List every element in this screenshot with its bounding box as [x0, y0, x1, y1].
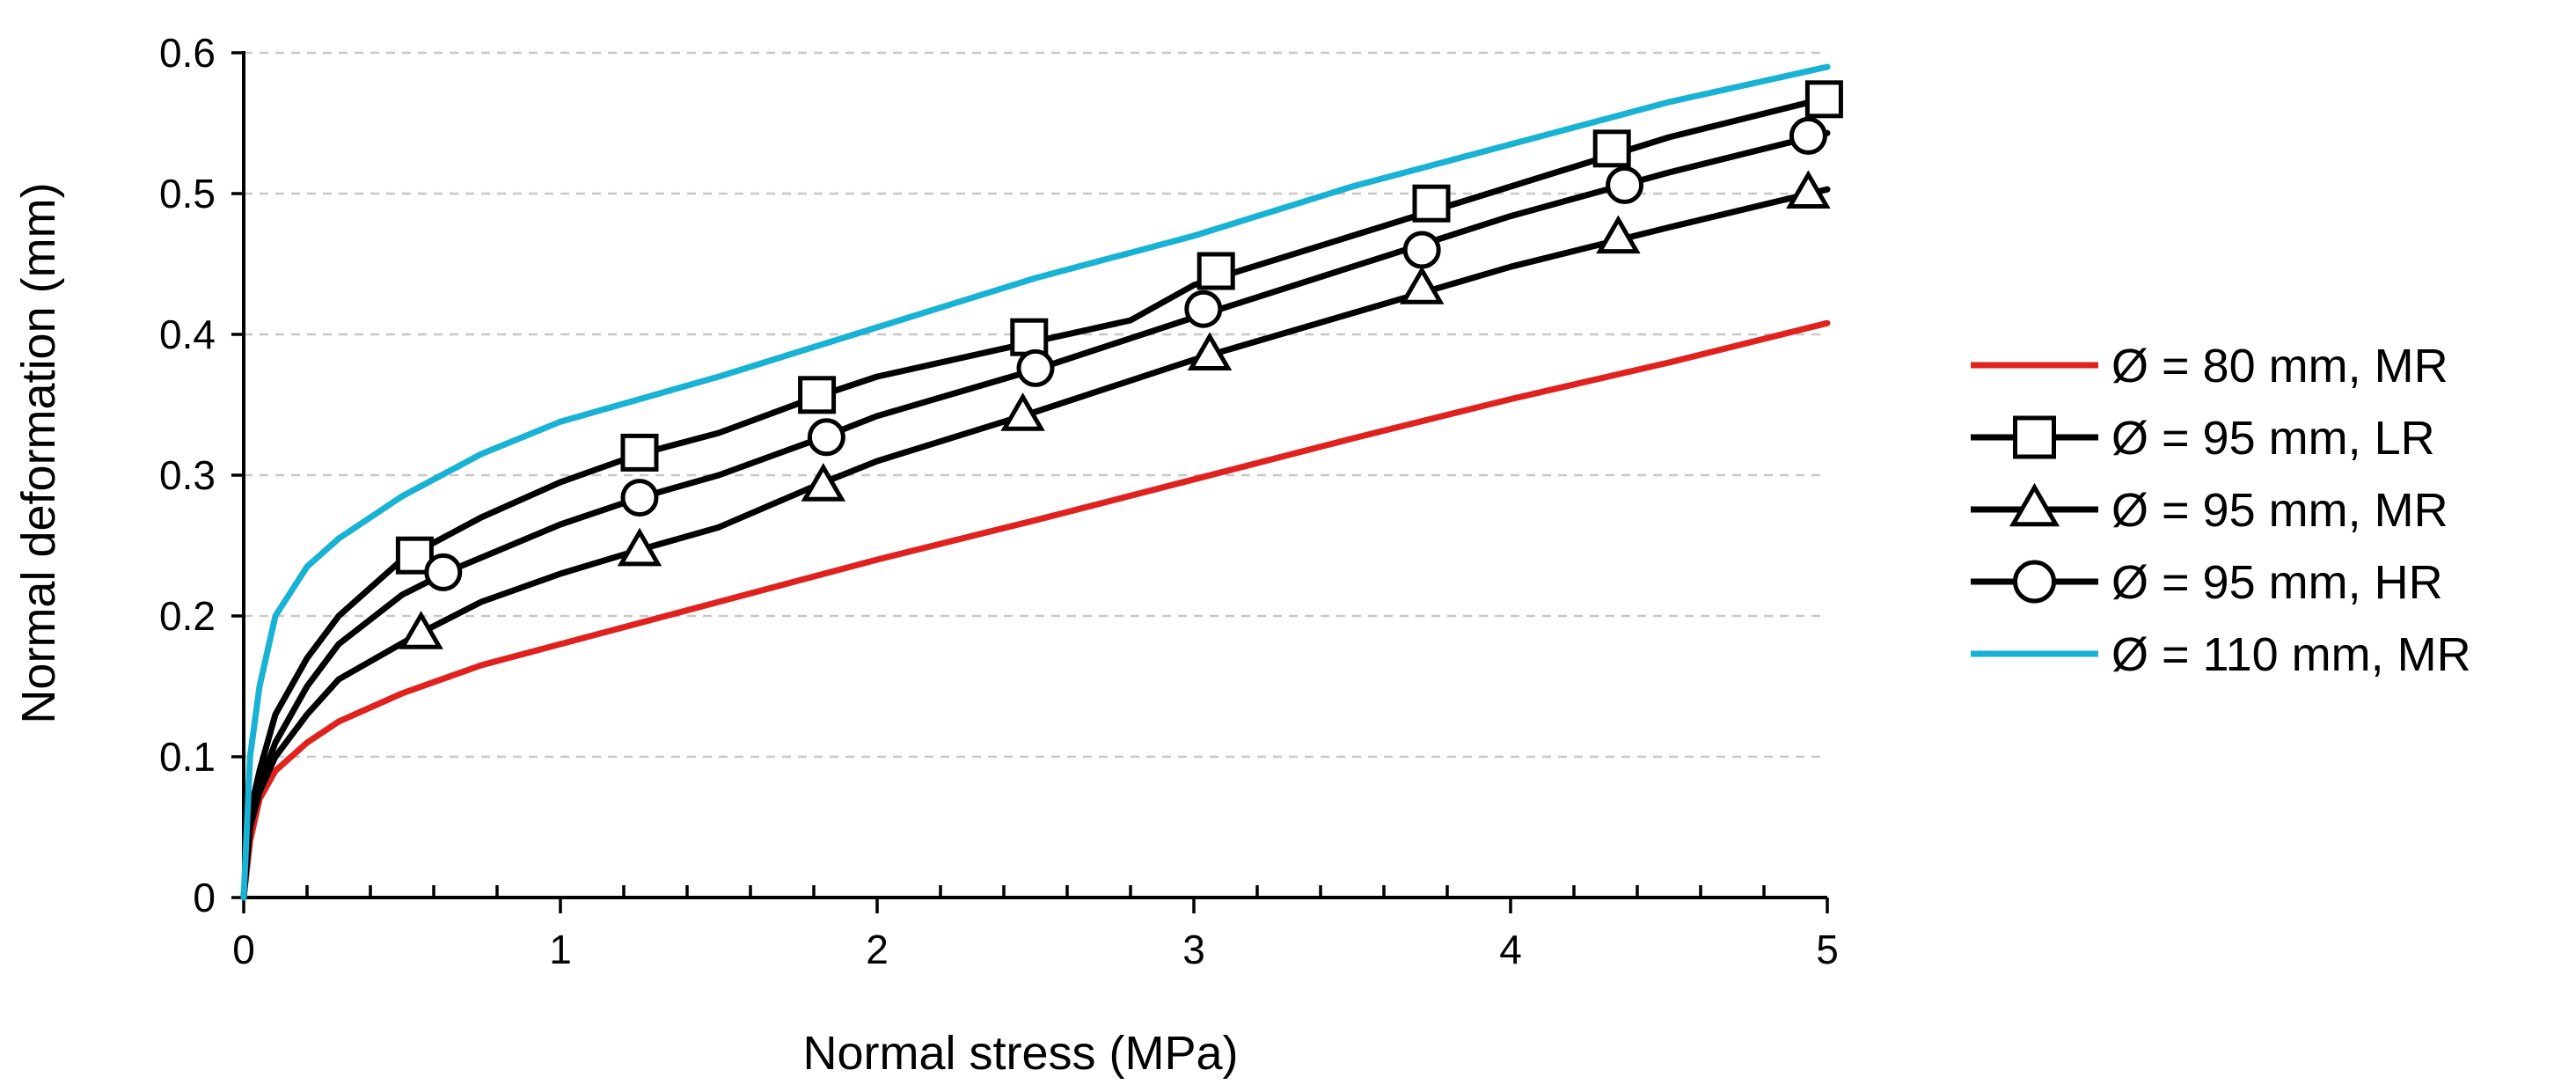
- data-point-3-1: [620, 479, 659, 517]
- series-line-1: [240, 94, 1831, 901]
- x-tick-label: 4: [1499, 927, 1522, 972]
- data-point-2-0: [399, 611, 443, 649]
- x-tick-label: 5: [1816, 927, 1839, 972]
- data-point-1-5: [1412, 184, 1451, 223]
- data-point-3-5: [1402, 231, 1441, 269]
- data-point-1-4: [1197, 252, 1235, 290]
- x-axis-title: Normal stress (MPa): [802, 1027, 1238, 1080]
- legend-marker-1: [2013, 415, 2056, 459]
- data-point-1-2: [798, 376, 837, 414]
- data-point-3-0: [424, 553, 463, 591]
- legend-label: Ø = 95 mm, HR: [2111, 556, 2443, 609]
- data-point-2-2: [801, 463, 846, 502]
- x-tick-label: 2: [866, 927, 889, 972]
- data-point-2-6: [1596, 215, 1641, 254]
- legend-marker-3: [2013, 560, 2056, 604]
- x-tick-label: 3: [1182, 927, 1205, 972]
- legend-label: Ø = 80 mm, MR: [2111, 340, 2448, 392]
- series-line-4: [240, 63, 1831, 901]
- axes: [231, 51, 1829, 913]
- data-point-3-2: [807, 418, 845, 457]
- y-tick-label: 0: [193, 875, 216, 920]
- y-tick-label: 0.2: [159, 593, 216, 639]
- data-point-1-7: [1804, 80, 1843, 119]
- y-tick-label: 0.1: [159, 734, 216, 780]
- legend-marker-2: [2009, 482, 2060, 527]
- tick-labels: 0 0.1 0.2 0.3 0.4 0.5 0.6 0 1 2 3 4 5: [159, 30, 1839, 972]
- data-point-2-3: [1000, 392, 1045, 431]
- gridlines: [244, 51, 1827, 759]
- legend-label: Ø = 110 mm, MR: [2111, 628, 2471, 681]
- y-tick-label: 0.6: [159, 30, 216, 76]
- data-point-3-7: [1789, 116, 1827, 155]
- series-line-2: [240, 186, 1831, 901]
- data-point-3-6: [1606, 165, 1644, 204]
- series-lines: [240, 63, 1831, 901]
- data-point-3-4: [1184, 289, 1223, 328]
- data-point-2-4: [1187, 332, 1233, 370]
- data-point-1-3: [1010, 318, 1049, 356]
- data-point-2-1: [617, 527, 662, 567]
- data-point-2-5: [1399, 266, 1445, 304]
- y-axis-title: Normal deformation (mm): [12, 182, 65, 723]
- data-point-1-1: [620, 433, 659, 472]
- series-line-0: [240, 319, 1831, 901]
- data-point-2-7: [1786, 170, 1831, 209]
- legend: Ø = 80 mm, MR Ø = 95 mm, LR Ø = 95 mm, MR Ø…: [1971, 340, 2471, 681]
- y-tick-label: 0.4: [159, 311, 216, 357]
- legend-label: Ø = 95 mm, LR: [2111, 412, 2435, 465]
- x-tick-label: 1: [549, 927, 572, 972]
- legend-label: Ø = 95 mm, MR: [2111, 484, 2448, 537]
- x-tick-label: 0: [232, 927, 255, 972]
- data-point-1-6: [1592, 129, 1631, 168]
- series-markers: [395, 80, 1843, 649]
- data-point-3-3: [1016, 348, 1055, 387]
- y-tick-label: 0.5: [159, 171, 216, 216]
- y-tick-label: 0.3: [159, 452, 216, 498]
